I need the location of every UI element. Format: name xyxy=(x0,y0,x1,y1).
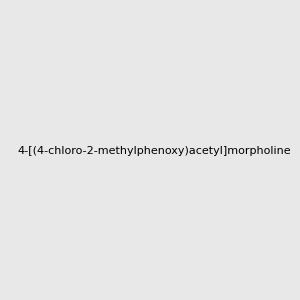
Text: 4-[(4-chloro-2-methylphenoxy)acetyl]morpholine: 4-[(4-chloro-2-methylphenoxy)acetyl]morp… xyxy=(17,146,291,157)
